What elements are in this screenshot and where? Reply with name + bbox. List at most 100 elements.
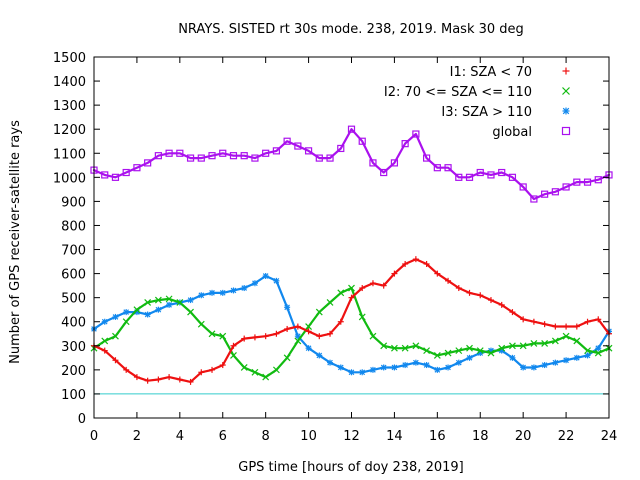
data-point	[541, 362, 548, 369]
data-point	[326, 154, 334, 162]
data-point	[584, 318, 591, 325]
legend-marker	[562, 107, 570, 115]
data-point	[444, 164, 452, 172]
data-point	[380, 364, 387, 371]
y-tick-label: 1300	[53, 99, 86, 114]
data-point	[530, 364, 537, 371]
data-point	[466, 289, 473, 296]
data-point	[509, 354, 516, 361]
x-tick-label: 14	[386, 429, 403, 444]
data-point	[294, 323, 301, 330]
y-tick-label: 200	[61, 364, 86, 379]
data-point	[219, 149, 227, 157]
x-tick-label: 8	[262, 429, 270, 444]
data-point	[434, 366, 441, 373]
data-point	[562, 183, 570, 191]
data-point	[144, 377, 151, 384]
data-point	[476, 347, 484, 355]
data-point	[551, 337, 559, 345]
data-point	[445, 364, 452, 371]
data-point	[530, 195, 538, 203]
legend-label: global	[492, 125, 532, 140]
data-point	[412, 256, 419, 263]
data-point	[262, 149, 270, 157]
data-point	[304, 147, 313, 155]
data-point	[466, 344, 473, 352]
data-point	[573, 337, 581, 345]
data-point	[101, 347, 108, 354]
series-layer	[90, 125, 613, 385]
data-point	[315, 154, 323, 162]
chart-title: NRAYS. SISTED rt 30s mode. 238, 2019. Ma…	[178, 22, 524, 37]
data-point	[583, 178, 592, 186]
data-point	[283, 137, 291, 145]
data-point	[122, 168, 130, 177]
data-point	[573, 323, 580, 330]
data-point	[423, 154, 431, 162]
data-point	[509, 342, 516, 350]
data-point	[294, 142, 302, 150]
data-point	[380, 282, 387, 289]
data-point	[272, 366, 280, 374]
x-tick-label: 20	[515, 429, 532, 444]
data-point	[305, 345, 312, 352]
data-point	[198, 292, 205, 299]
data-point	[433, 164, 441, 172]
data-point	[412, 342, 420, 350]
data-point	[316, 352, 323, 359]
data-point	[187, 308, 194, 316]
x-tick-label: 16	[429, 429, 446, 444]
legend-item: I3: SZA > 110	[441, 105, 570, 120]
data-point	[187, 378, 194, 385]
legend-marker	[562, 87, 570, 95]
data-point	[305, 323, 313, 330]
data-point	[198, 369, 205, 376]
data-point	[455, 285, 462, 292]
data-point	[112, 332, 119, 340]
y-tick-label: 1000	[53, 171, 86, 186]
data-point	[348, 294, 355, 301]
data-point	[455, 359, 462, 366]
legend-label: I3: SZA > 110	[441, 105, 532, 120]
data-point	[165, 149, 173, 157]
data-point	[423, 362, 430, 369]
x-tick-label: 4	[176, 429, 184, 444]
series-3	[91, 273, 612, 376]
x-tick-label: 6	[219, 429, 227, 444]
data-point	[112, 357, 119, 364]
data-point	[262, 273, 269, 280]
data-point	[327, 330, 334, 337]
data-point	[283, 354, 291, 362]
y-tick-label: 900	[61, 195, 86, 210]
y-tick-label: 1100	[53, 147, 86, 162]
data-point	[316, 333, 323, 340]
series-line	[92, 128, 611, 201]
data-point	[272, 147, 280, 155]
x-tick-label: 22	[558, 429, 575, 444]
y-axis-label: Number of GPS receiver-satellite rays	[8, 120, 23, 364]
data-point	[305, 328, 312, 335]
series-4	[90, 125, 613, 203]
data-point	[358, 313, 366, 321]
data-point	[315, 308, 323, 316]
data-point	[390, 344, 398, 352]
data-point	[594, 349, 602, 357]
data-point	[230, 287, 237, 294]
data-point	[412, 130, 420, 138]
data-point	[262, 333, 269, 340]
data-point	[541, 339, 549, 347]
data-point	[155, 306, 162, 313]
data-point	[165, 295, 173, 303]
data-point	[208, 152, 216, 160]
x-axis-label: GPS time [hours of doy 238, 2019]	[238, 460, 463, 475]
data-point	[348, 284, 355, 292]
data-point	[412, 359, 419, 366]
series-2	[90, 284, 613, 381]
y-tick-labels: 0 100 200 300 400 500 600 700 800 900 1000 1100 1200…	[53, 51, 86, 427]
data-point	[551, 188, 559, 196]
data-point	[209, 289, 216, 296]
data-point	[455, 173, 463, 181]
data-point	[401, 344, 409, 352]
data-point	[391, 364, 398, 371]
